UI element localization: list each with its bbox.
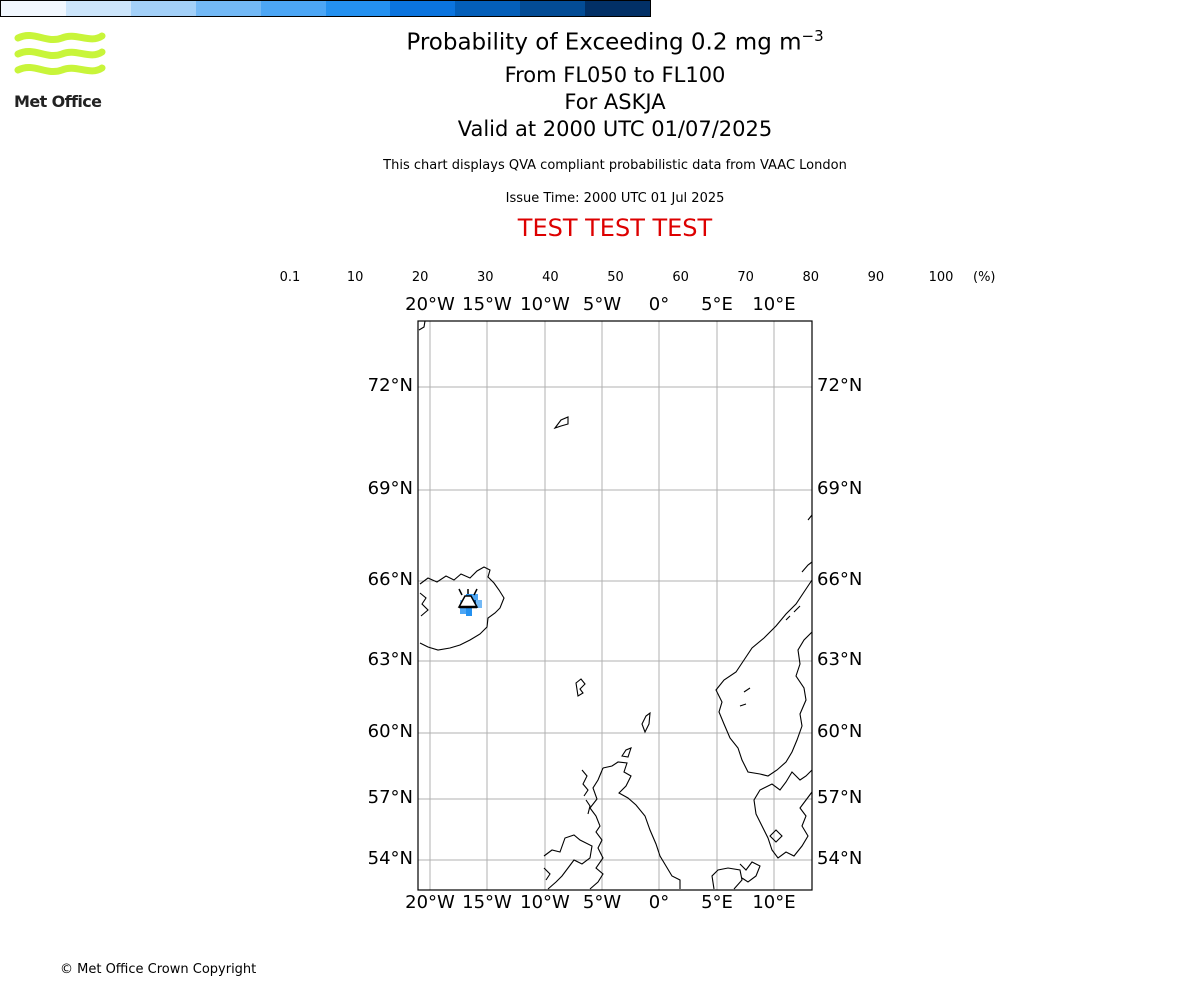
- colorbar-segment: [585, 1, 651, 16]
- longitude-label: 5°W: [582, 892, 622, 913]
- coastline-greenland: [418, 320, 426, 331]
- longitude-label: 20°W: [405, 294, 455, 315]
- map-frame: [417, 320, 813, 891]
- coastline-faroe: [575, 678, 586, 697]
- gridlines: [418, 321, 812, 890]
- latitude-label-right: 66°N: [817, 569, 863, 590]
- coastline-ireland: [543, 834, 593, 890]
- coastline-great-britain: [589, 761, 681, 890]
- ash-cell: [476, 600, 482, 608]
- latitude-label-right: 72°N: [817, 375, 863, 396]
- longitude-label: 10°W: [520, 892, 570, 913]
- latitude-label-right: 69°N: [817, 478, 863, 499]
- colorbar-tick-label: 30: [477, 270, 494, 285]
- met-office-logo-icon: [14, 31, 106, 75]
- longitude-label: 20°W: [405, 892, 455, 913]
- colorbar-tick-label: 50: [607, 270, 624, 285]
- colorbar-segment: [390, 1, 456, 16]
- coastline-denmark: [711, 861, 761, 890]
- longitude-label: 0°: [648, 892, 670, 913]
- coastline-shetland: [641, 711, 651, 734]
- colorbar-tick-label: 40: [542, 270, 559, 285]
- colorbar-segment: [325, 1, 391, 16]
- title-text: Probability of Exceeding 0.2 mg m: [406, 29, 802, 56]
- coastline-hebrides-south: [585, 799, 591, 815]
- coastline-sweden: [753, 769, 813, 859]
- colorbar-tick-label: 0.1: [279, 270, 301, 285]
- latitude-label-right: 63°N: [817, 649, 863, 670]
- colorbar: [0, 0, 651, 17]
- latitude-label-left: 63°N: [367, 649, 413, 670]
- logo-wave: [14, 63, 106, 75]
- latitude-label-left: 57°N: [367, 787, 413, 808]
- logo-wave: [14, 47, 106, 59]
- logo-wave: [14, 31, 106, 43]
- colorbar-segment: [1, 1, 66, 16]
- volcano-icon: [457, 588, 479, 609]
- chart-description: This chart displays QVA compliant probab…: [383, 158, 847, 173]
- colorbar-tick-label: 90: [867, 270, 885, 285]
- longitude-label: 0°: [648, 294, 670, 315]
- latitude-label-right: 54°N: [817, 848, 863, 869]
- colorbar-unit: (%): [973, 270, 996, 285]
- latitude-label-right: 57°N: [817, 787, 863, 808]
- latitude-label-left: 72°N: [367, 375, 413, 396]
- test-banner: TEST TEST TEST: [517, 214, 713, 242]
- colorbar-segment: [260, 1, 326, 16]
- longitude-label: 5°E: [701, 892, 733, 913]
- coastline-norway: [715, 579, 813, 777]
- coastline-iceland: [419, 566, 505, 651]
- longitude-label: 15°W: [462, 892, 512, 913]
- longitude-label: 10°E: [752, 294, 796, 315]
- page-title: Probability of Exceeding 0.2 mg m−3: [0, 27, 1200, 56]
- colorbar-segment: [455, 1, 521, 16]
- title-exponent: −3: [801, 27, 824, 45]
- coastline-norway-north: [801, 514, 813, 573]
- coastline-hebrides: [581, 769, 589, 797]
- colorbar-segment: [195, 1, 261, 16]
- ash-cell: [460, 606, 466, 614]
- latitude-label-right: 60°N: [817, 721, 863, 742]
- coastline-iceland-west: [419, 592, 429, 617]
- longitude-label: 5°E: [701, 294, 733, 315]
- logo-text: Met Office: [14, 92, 102, 111]
- coastline-norway-islands: [739, 605, 801, 707]
- latitude-label-left: 66°N: [367, 569, 413, 590]
- coastline-orkney: [621, 747, 632, 758]
- issue-time: Issue Time: 2000 UTC 01 Jul 2025: [505, 191, 725, 206]
- colorbar-segment: [520, 1, 586, 16]
- copyright: © Met Office Crown Copyright: [60, 962, 257, 977]
- colorbar-tick-label: 80: [802, 270, 820, 285]
- colorbar-segment: [130, 1, 196, 16]
- colorbar-tick-label: 70: [737, 270, 754, 285]
- latitude-label-left: 54°N: [367, 848, 413, 869]
- colorbar-tick-label: 60: [672, 270, 689, 285]
- coastlines: [418, 320, 813, 890]
- colorbar-tick-label: 10: [346, 270, 364, 285]
- longitude-label: 10°W: [520, 294, 570, 315]
- longitude-label: 5°W: [582, 294, 622, 315]
- coastline-jan-mayen: [553, 416, 569, 430]
- latitude-label-left: 60°N: [367, 721, 413, 742]
- longitude-label: 15°W: [462, 294, 512, 315]
- latitude-label-left: 69°N: [367, 478, 413, 499]
- colorbar-segment: [65, 1, 131, 16]
- longitude-label: 10°E: [752, 892, 796, 913]
- valid-time: Valid at 2000 UTC 01/07/2025: [457, 117, 773, 141]
- coastline-danish-isles: [769, 829, 783, 843]
- volcano-name: For ASKJA: [564, 90, 666, 114]
- level-range: From FL050 to FL100: [504, 63, 726, 87]
- colorbar-tick-label: 100: [928, 270, 954, 285]
- coastline-ireland-west: [543, 867, 551, 881]
- colorbar-tick-label: 20: [411, 270, 429, 285]
